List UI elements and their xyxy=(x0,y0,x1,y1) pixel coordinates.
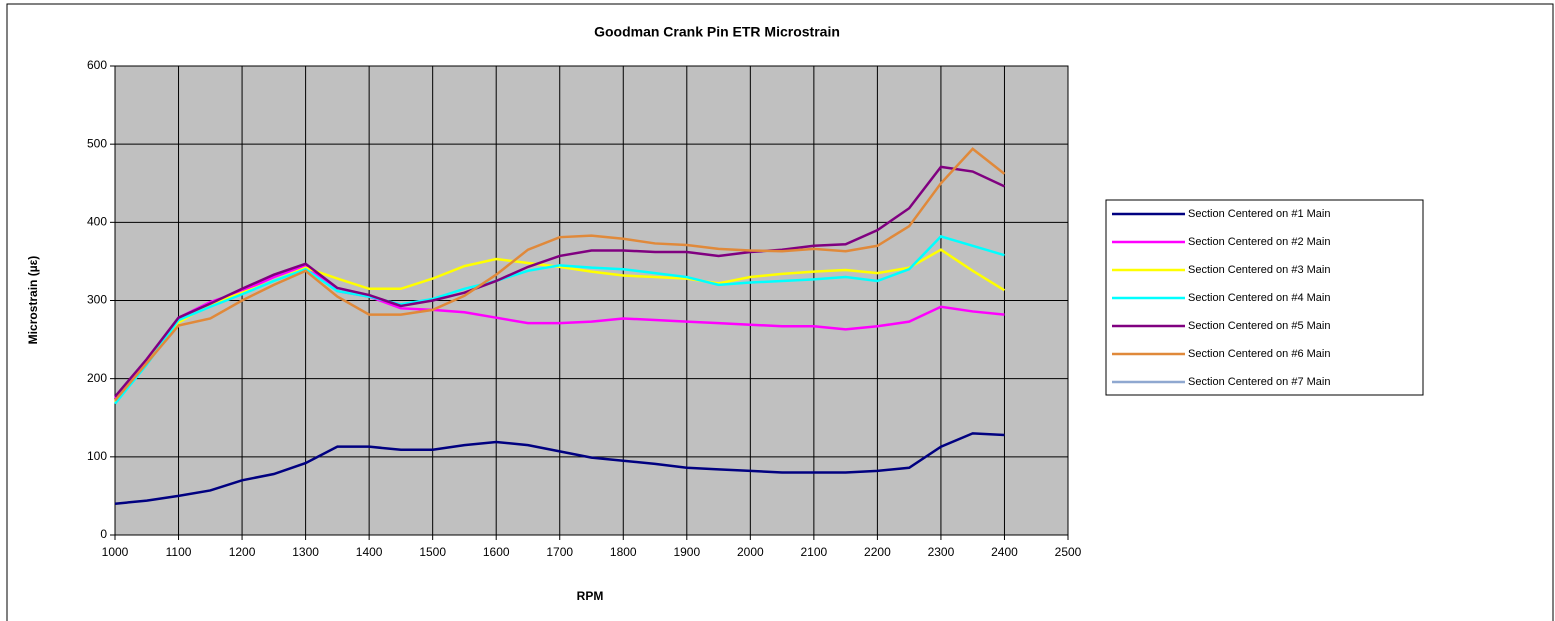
series-line xyxy=(114,432,1005,505)
legend-label: Section Centered on #2 Main xyxy=(1188,236,1330,248)
y-axis-label: Microstrain (µε) xyxy=(26,256,40,345)
legend-label: Section Centered on #5 Main xyxy=(1188,320,1330,332)
x-tick-label: 1200 xyxy=(229,545,256,559)
x-tick-label: 1700 xyxy=(546,545,573,559)
x-tick-label: 1400 xyxy=(356,545,383,559)
x-tick-label: 1900 xyxy=(673,545,700,559)
x-tick-label: 1100 xyxy=(166,545,192,559)
legend-label: Section Centered on #3 Main xyxy=(1188,264,1330,276)
x-tick-label: 2500 xyxy=(1055,545,1082,559)
x-axis-label: RPM xyxy=(577,589,604,603)
y-tick-label: 400 xyxy=(87,215,107,229)
x-tick-label: 1500 xyxy=(419,545,446,559)
x-tick-label: 1300 xyxy=(292,545,319,559)
y-tick-label: 600 xyxy=(87,58,107,72)
legend-label: Section Centered on #6 Main xyxy=(1188,348,1330,360)
legend-label: Section Centered on #4 Main xyxy=(1188,292,1330,304)
chart-title: Goodman Crank Pin ETR Microstrain xyxy=(594,24,840,40)
y-tick-label: 200 xyxy=(87,371,107,385)
legend-label: Section Centered on #1 Main xyxy=(1188,208,1330,220)
series-line xyxy=(114,263,1005,399)
y-tick-label: 100 xyxy=(87,449,107,463)
chart-frame xyxy=(6,3,1554,621)
x-tick-label: 1000 xyxy=(102,545,129,559)
x-tick-label: 2200 xyxy=(864,545,891,559)
series-line xyxy=(114,234,1005,405)
x-tick-label: 2100 xyxy=(801,545,828,559)
x-tick-label: 2400 xyxy=(991,545,1018,559)
x-tick-label: 2300 xyxy=(928,545,955,559)
plot-border xyxy=(114,65,1069,536)
y-tick-label: 500 xyxy=(87,136,107,150)
series-line xyxy=(114,165,1005,398)
x-tick-label: 1600 xyxy=(483,545,510,559)
x-tick-label: 1800 xyxy=(610,545,637,559)
legend-label: Section Centered on #7 Main xyxy=(1188,376,1330,388)
series-line xyxy=(114,147,1006,402)
y-tick-label: 0 xyxy=(100,527,107,541)
y-tick-label: 300 xyxy=(87,293,107,307)
x-tick-label: 2000 xyxy=(737,545,764,559)
